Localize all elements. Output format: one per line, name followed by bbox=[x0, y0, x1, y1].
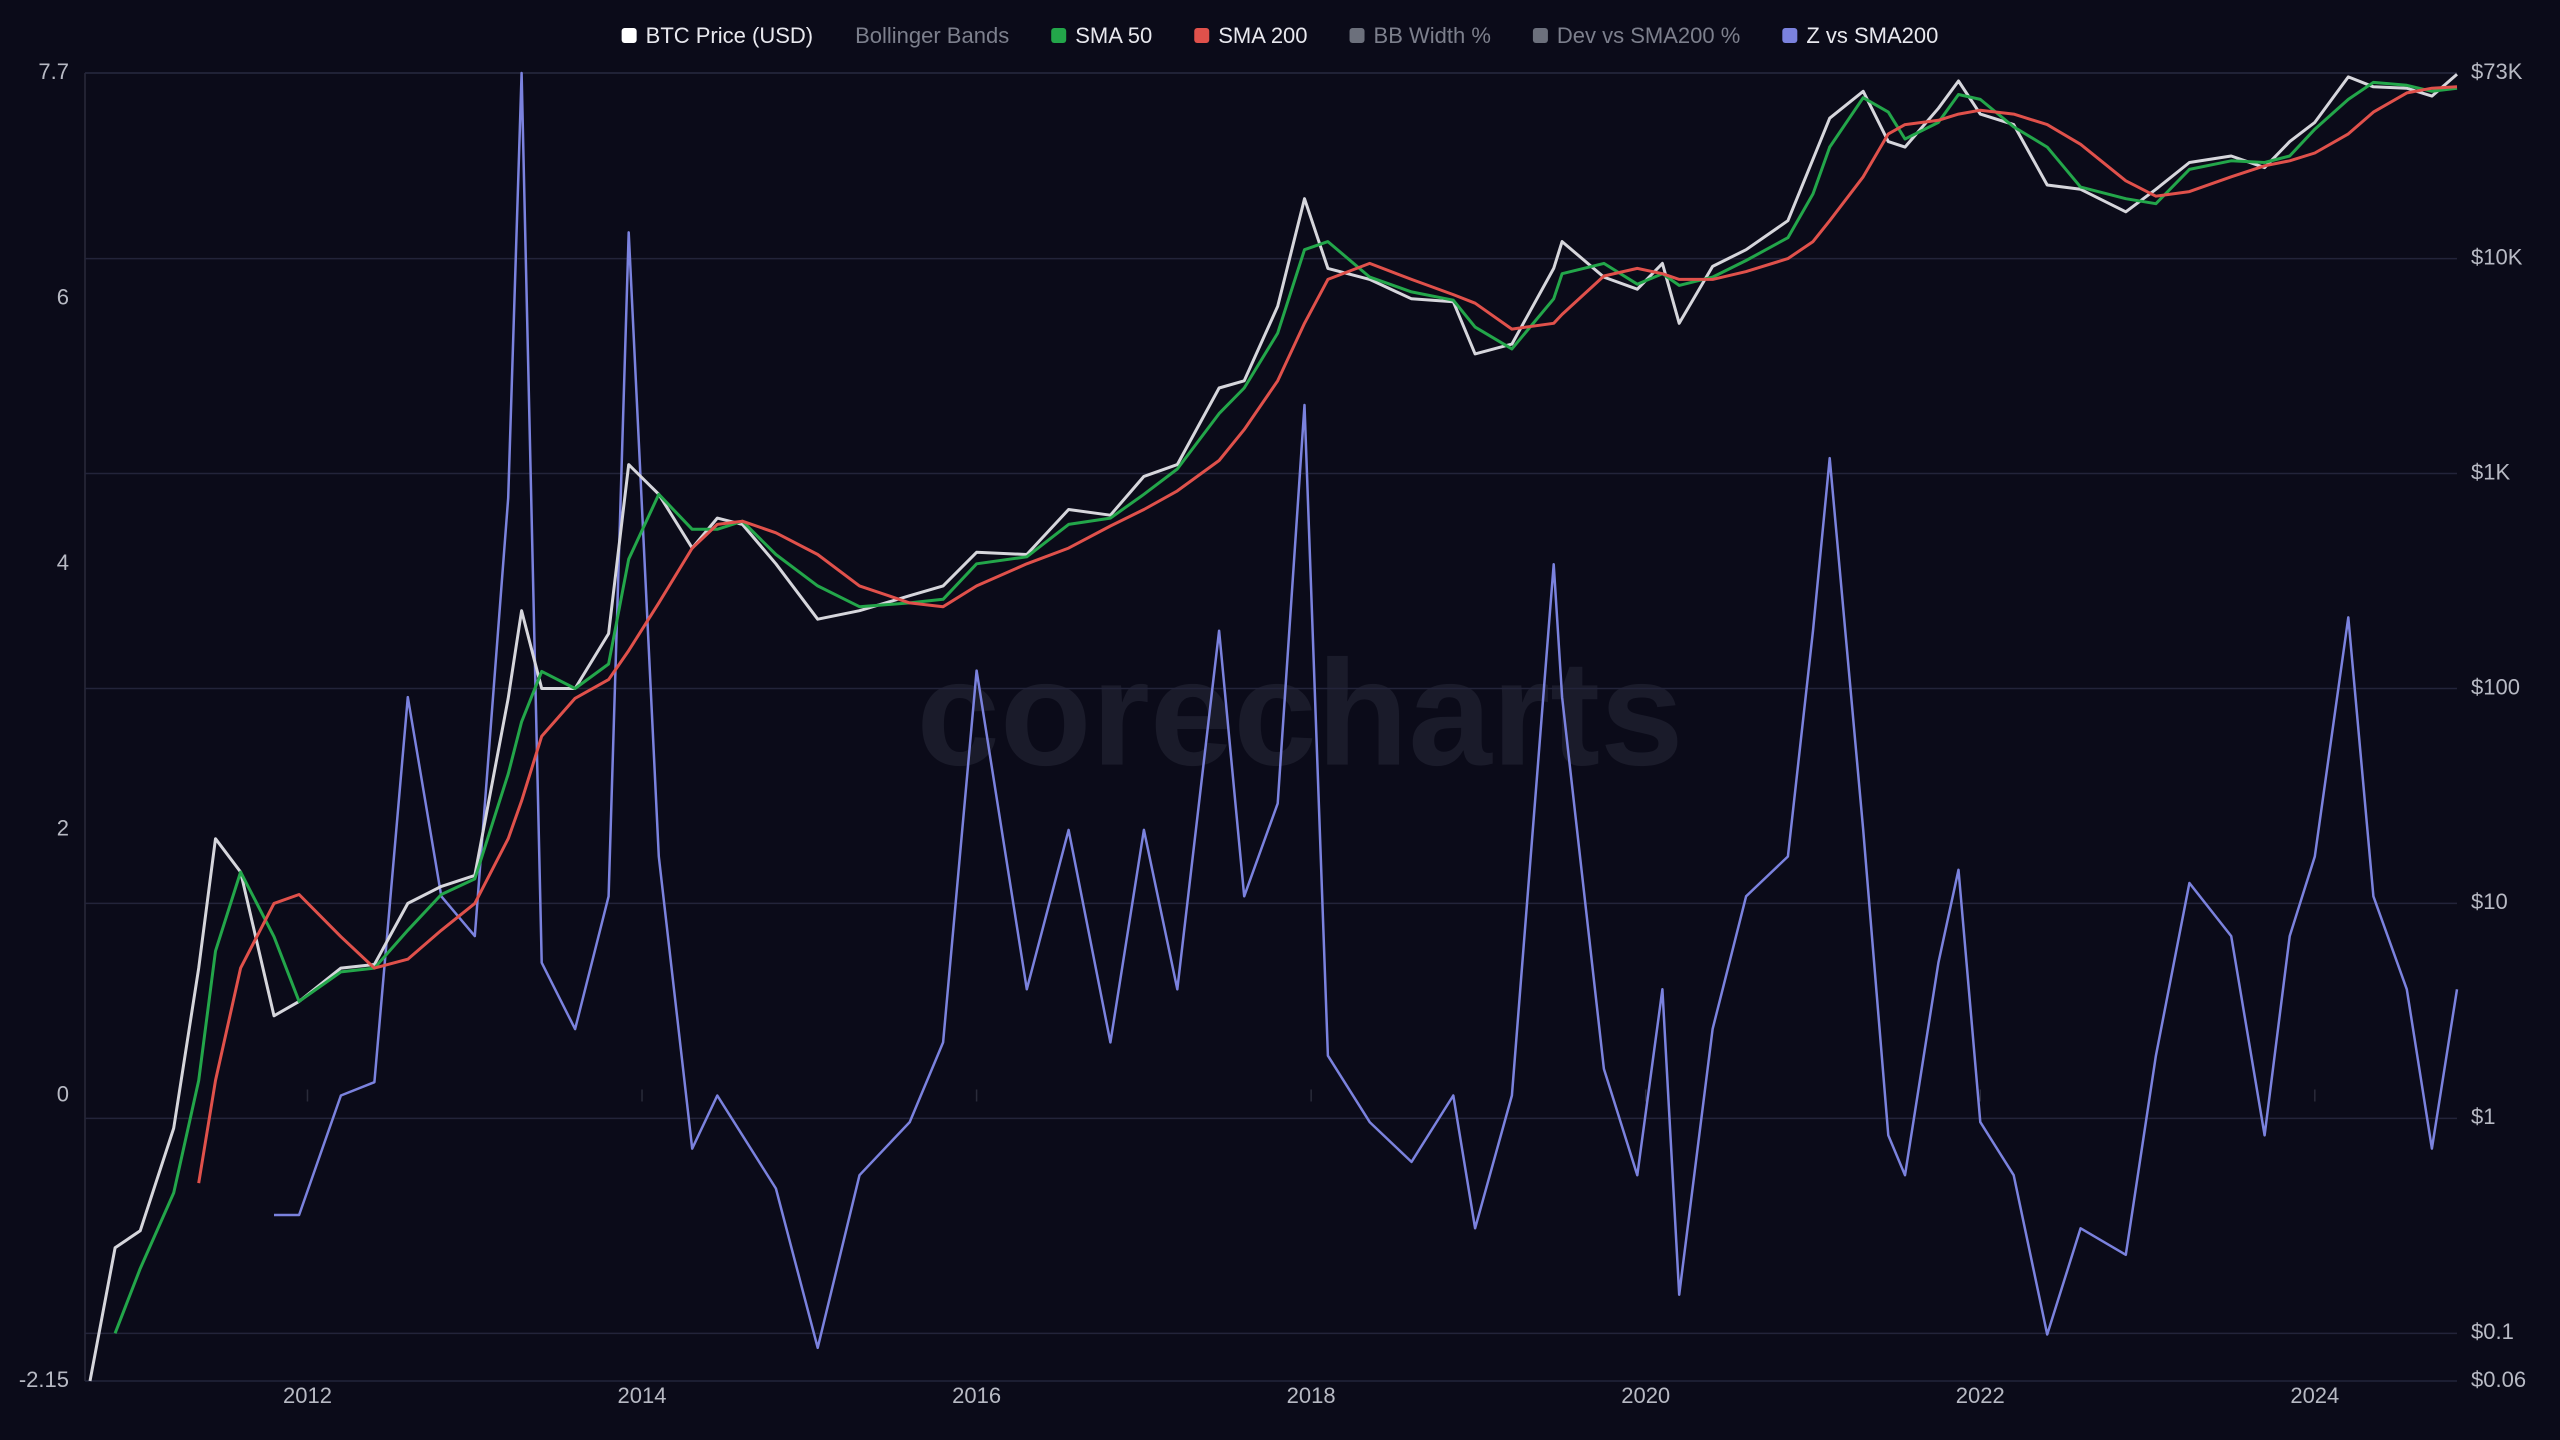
series-line bbox=[113, 80, 2458, 1334]
legend-item[interactable]: Z vs SMA200 bbox=[1782, 23, 1938, 48]
watermark: corecharts bbox=[916, 629, 1683, 797]
y-tick-label: 7.7 bbox=[38, 59, 69, 84]
legend-label: BB Width % bbox=[1374, 23, 1491, 48]
legend-label: Z vs SMA200 bbox=[1806, 23, 1938, 48]
x-tick-label: 2022 bbox=[1956, 1383, 2005, 1408]
legend-label: BTC Price (USD) bbox=[646, 23, 813, 48]
legend-item[interactable]: SMA 200 bbox=[1194, 23, 1308, 48]
legend-label: SMA 50 bbox=[1075, 23, 1152, 48]
legend-item[interactable]: SMA 50 bbox=[1051, 23, 1152, 48]
legend-item[interactable]: BB Width % bbox=[1349, 23, 1491, 48]
x-tick-label: 2012 bbox=[283, 1383, 332, 1408]
series-line bbox=[88, 73, 2458, 1382]
legend-label: Dev vs SMA200 % bbox=[1557, 23, 1740, 48]
x-tick-label: 2020 bbox=[1621, 1383, 1670, 1408]
y2-tick-label: $10K bbox=[2471, 244, 2523, 269]
y-tick-label: 2 bbox=[57, 816, 69, 841]
y-tick-label: 4 bbox=[57, 550, 69, 575]
legend-label: Bollinger Bands bbox=[855, 23, 1009, 48]
legend-swatch bbox=[1194, 28, 1210, 43]
y2-tick-label: $0.1 bbox=[2471, 1319, 2514, 1344]
y-tick-label: 6 bbox=[57, 285, 69, 310]
y2-tick-label: $73K bbox=[2471, 59, 2523, 84]
y2-tick-label: $10 bbox=[2471, 889, 2508, 914]
legend-swatch bbox=[1349, 28, 1365, 43]
legend-item[interactable]: BTC Price (USD) bbox=[621, 23, 813, 48]
legend-swatch bbox=[621, 28, 637, 43]
x-tick-label: 2016 bbox=[952, 1383, 1001, 1408]
y2-tick-label: $0.06 bbox=[2471, 1367, 2526, 1392]
legend-swatch bbox=[1051, 28, 1067, 43]
legend: BTC Price (USD) Bollinger Bands SMA 50 SMA … bbox=[621, 23, 1938, 48]
series-line bbox=[197, 85, 2458, 1184]
y2-tick-label: $1 bbox=[2471, 1104, 2495, 1129]
y2-tick-label: $100 bbox=[2471, 674, 2520, 699]
legend-item[interactable]: Bollinger Bands bbox=[855, 23, 1009, 48]
legend-swatch bbox=[1782, 28, 1798, 43]
legend-label: SMA 200 bbox=[1218, 23, 1307, 48]
x-tick-label: 2024 bbox=[2290, 1383, 2339, 1408]
x-tick-label: 2014 bbox=[618, 1383, 667, 1408]
y-tick-label: -2.15 bbox=[19, 1367, 69, 1392]
x-tick-label: 2018 bbox=[1287, 1383, 1336, 1408]
series-line bbox=[274, 71, 2459, 1350]
legend-item[interactable]: Dev vs SMA200 % bbox=[1532, 23, 1740, 48]
y2-tick-label: $1K bbox=[2471, 459, 2510, 484]
y-tick-label: 0 bbox=[57, 1081, 69, 1106]
legend-swatch bbox=[1532, 28, 1548, 43]
